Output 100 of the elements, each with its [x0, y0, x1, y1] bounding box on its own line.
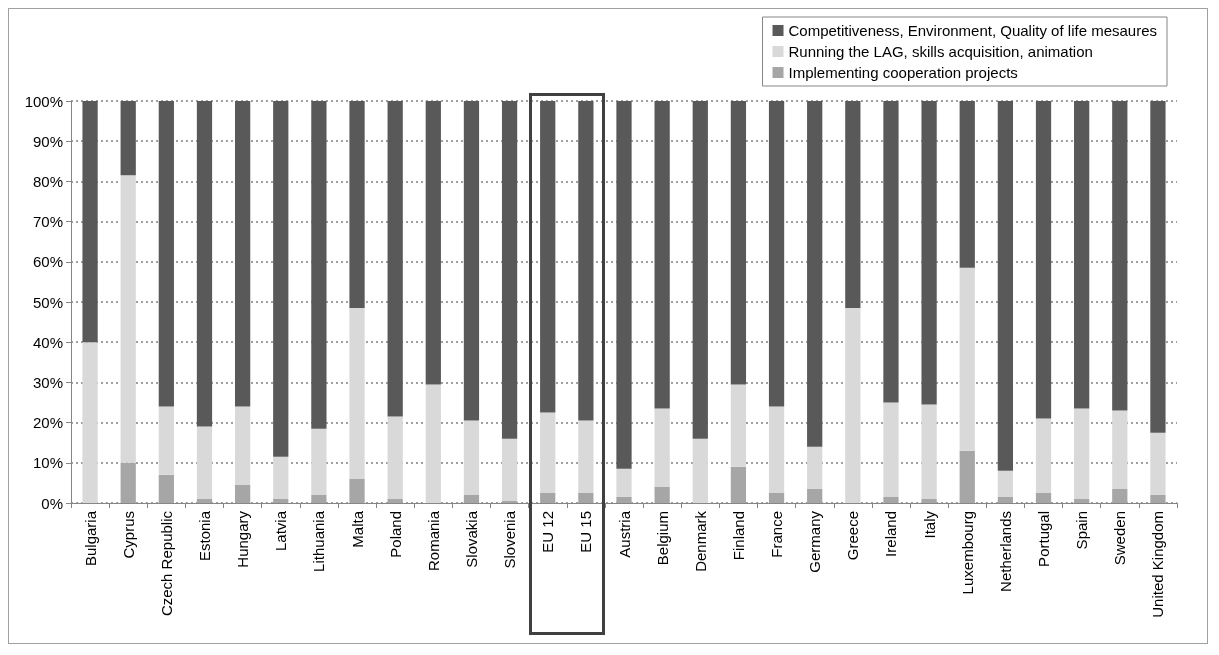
bar: [349, 101, 365, 309]
bar: [730, 466, 747, 503]
bar: [120, 462, 136, 503]
bar: [273, 456, 289, 499]
y-tick-label: 80%: [32, 172, 63, 190]
y-tick-label: 100%: [24, 92, 63, 110]
bar: [120, 101, 136, 176]
legend-label: Implementing cooperation projects: [788, 64, 1018, 81]
bar: [501, 500, 518, 503]
bar: [311, 428, 327, 495]
bar: [311, 101, 327, 429]
bar: [921, 498, 937, 503]
bar: [234, 484, 251, 503]
x-tick-label: Romania: [424, 510, 442, 572]
bar: [921, 101, 937, 405]
bar: [501, 101, 518, 439]
bar: [807, 101, 823, 447]
y-tick-label: 0%: [41, 494, 63, 512]
bar: [1112, 410, 1128, 489]
bar: [196, 426, 213, 499]
bar: [997, 101, 1014, 471]
y-tick-label: 60%: [32, 253, 63, 271]
bar: [1150, 432, 1166, 495]
x-tick-label: Malta: [348, 510, 366, 548]
x-tick-label: Luxembourg: [958, 511, 976, 595]
bar: [463, 420, 480, 495]
bar: [654, 486, 670, 503]
x-tick-label: Hungary: [234, 510, 252, 568]
y-tick-label: 20%: [32, 414, 63, 432]
bar: [807, 488, 823, 503]
bar: [120, 175, 136, 463]
bar: [616, 496, 632, 503]
bar: [82, 342, 98, 503]
bar: [768, 406, 785, 493]
x-tick-label: Ireland: [882, 511, 900, 557]
bar: [82, 101, 98, 343]
bar: [616, 468, 632, 497]
bar: [540, 101, 556, 413]
bar: [578, 101, 594, 421]
bar: [387, 101, 403, 417]
x-tick-label: Spain: [1073, 511, 1091, 550]
bar: [616, 101, 632, 469]
bar: [540, 412, 556, 493]
bar: [425, 384, 441, 503]
bar: [692, 438, 708, 503]
bar: [273, 498, 289, 503]
y-tick-label: 10%: [32, 454, 63, 472]
y-tick-label: 30%: [32, 373, 63, 391]
bar: [1074, 498, 1090, 503]
x-tick-label: Latvia: [272, 510, 290, 552]
bar: [845, 101, 861, 309]
bar: [463, 101, 480, 421]
legend-label: Running the LAG, skills acquisition, animation: [788, 43, 1093, 60]
bar: [196, 498, 213, 503]
bar: [158, 474, 174, 503]
bar: [959, 101, 975, 268]
bar: [654, 101, 670, 409]
bar: [158, 101, 174, 407]
bar: [1112, 488, 1128, 503]
bar: [997, 496, 1014, 503]
bar: [959, 450, 975, 503]
bar: [1150, 101, 1166, 433]
bar: [196, 101, 213, 427]
bar: [463, 494, 480, 503]
x-tick-label: Netherlands: [996, 511, 1014, 592]
x-tick-label: Finland: [729, 511, 747, 561]
bar: [387, 416, 403, 499]
bar: [768, 101, 785, 407]
bar: [387, 498, 403, 503]
bar: [883, 101, 899, 403]
x-tick-label: Portugal: [1035, 511, 1053, 567]
bar: [883, 496, 899, 503]
bar: [1112, 101, 1128, 411]
x-tick-label: Czech Republic: [157, 510, 175, 617]
bar: [311, 494, 327, 503]
x-tick-label: Italy: [920, 510, 938, 539]
bar: [234, 101, 251, 407]
x-tick-label: Denmark: [691, 510, 709, 572]
bar: [768, 492, 785, 503]
x-tick-label: Lithuania: [310, 510, 328, 572]
x-tick-label: Poland: [386, 511, 404, 558]
bar: [158, 406, 174, 475]
y-tick-label: 70%: [32, 213, 63, 231]
bar: [730, 101, 747, 385]
bar: [1074, 101, 1090, 409]
bar: [883, 402, 899, 497]
x-tick-label: Bulgaria: [81, 510, 99, 567]
bar: [692, 101, 708, 439]
bar: [845, 308, 861, 503]
x-tick-label: Cyprus: [119, 511, 137, 559]
bar: [1035, 492, 1052, 503]
bar: [1150, 494, 1166, 503]
bar: [501, 438, 518, 501]
x-tick-label: Greece: [844, 511, 862, 561]
bar: [349, 478, 365, 503]
bar: [921, 404, 937, 499]
bar: [654, 408, 670, 487]
x-tick-label: EU 15: [577, 511, 595, 553]
bar: [540, 492, 556, 503]
bar: [349, 308, 365, 479]
